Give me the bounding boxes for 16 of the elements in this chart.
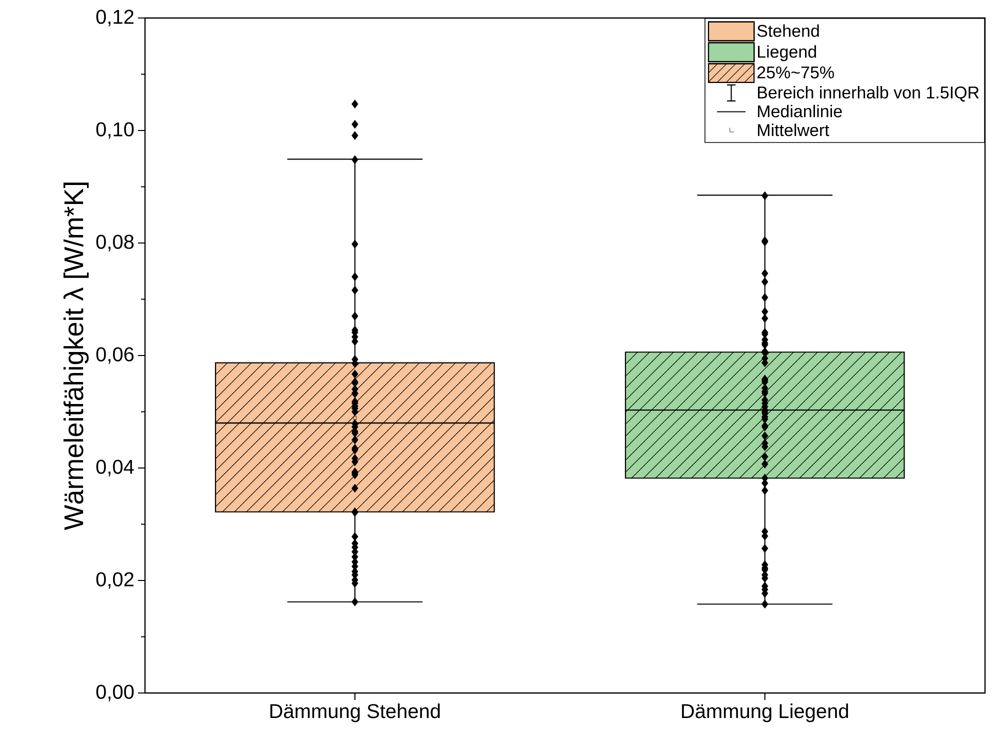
- y-tick-label: 0,02: [96, 572, 134, 589]
- annotation: Bereich innerhalb von 1.5IQR: [758, 86, 979, 102]
- y-tick-label: 0,10: [96, 122, 134, 139]
- legend-label: Stehend: [757, 24, 819, 37]
- annotation: 25%~75%: [757, 66, 834, 78]
- y-tick-label: 0,08: [96, 234, 134, 252]
- x-tick-label: Dämmung Stehend: [270, 704, 440, 722]
- y-tick-label: 0,12: [96, 10, 134, 26]
- y-tick-label: 0,06: [96, 347, 134, 364]
- annotation: Mittelwert: [758, 124, 830, 136]
- x-tick-label: Dämmung Liegend: [682, 704, 848, 722]
- y-tick-label: 0,00: [96, 684, 134, 702]
- y-axis-title: Wärmeleitfähigkeit λ [W/m*K]: [64, 182, 89, 530]
- annotation: Medianlinie: [758, 104, 842, 118]
- legend-label: Liegend: [758, 45, 816, 62]
- y-tick-label: 0,04: [96, 460, 134, 476]
